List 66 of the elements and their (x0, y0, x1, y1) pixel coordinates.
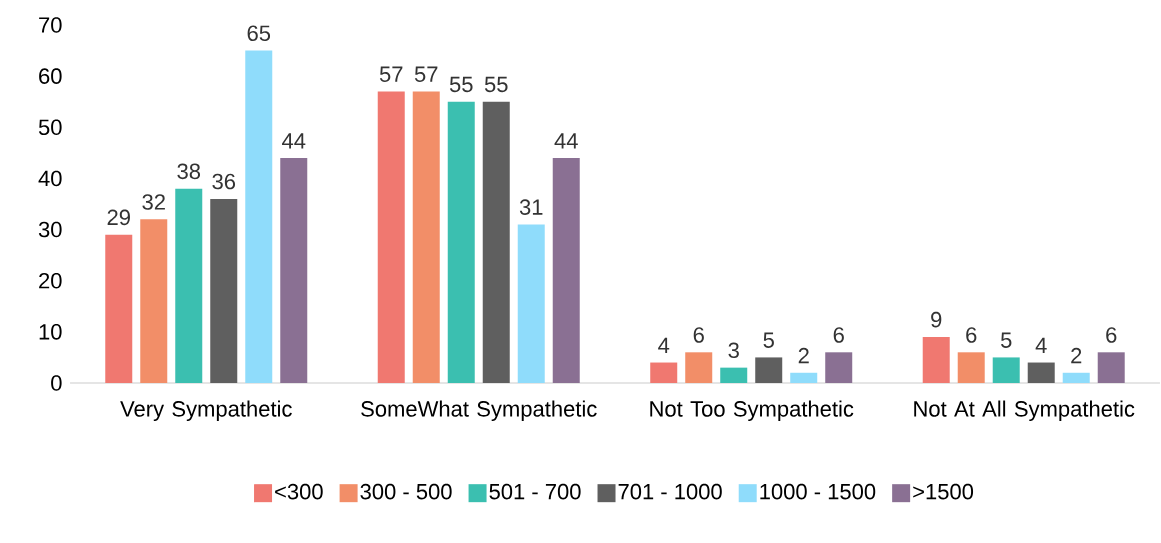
data-label: 9 (931, 311, 942, 328)
data-label: 36 (212, 173, 236, 190)
x-tick-label: Not Too Sympathetic (650, 400, 854, 422)
bar (790, 372, 818, 383)
bar (1027, 362, 1055, 383)
data-label: 2 (1071, 347, 1082, 364)
bar (755, 357, 783, 383)
bar (922, 336, 950, 383)
data-label: 55 (449, 76, 473, 93)
y-tick-label: 40 (38, 170, 62, 187)
bar (1097, 352, 1125, 383)
data-label: 3 (728, 342, 739, 359)
data-label: 57 (414, 66, 438, 82)
bar (447, 101, 475, 383)
y-tick-label: 50 (38, 119, 62, 136)
bar (377, 91, 405, 383)
legend-label: 501 - 700 (489, 483, 581, 500)
bar (280, 157, 308, 383)
data-label: 5 (1000, 332, 1012, 348)
legend-label: 300 - 500 (360, 483, 452, 500)
data-label: 38 (177, 163, 201, 180)
bar (685, 352, 713, 383)
bar (210, 198, 238, 383)
x-tick-label: Not At All Sympathetic (914, 400, 1135, 422)
bar (720, 367, 748, 383)
data-label: 6 (833, 327, 844, 343)
legend-label: 1000 - 1500 (760, 483, 876, 500)
data-label: 44 (282, 133, 306, 149)
x-tick-label: Very Sympathetic (120, 400, 292, 422)
legend-label: >1500 (913, 483, 974, 500)
data-label: 6 (1106, 327, 1117, 343)
y-tick-label: 60 (39, 68, 62, 84)
bar (1062, 372, 1090, 383)
bar (482, 101, 510, 383)
bar (175, 188, 203, 383)
data-label: 57 (379, 66, 403, 82)
data-label: 5 (763, 332, 774, 348)
bar (650, 362, 678, 383)
data-label: 32 (142, 194, 165, 210)
data-label: 6 (693, 327, 704, 343)
data-label: 4 (1035, 337, 1047, 353)
legend-label: <300 (275, 483, 323, 500)
data-label: 31 (519, 199, 543, 215)
bar (105, 234, 133, 383)
data-label: 44 (554, 133, 578, 149)
bar (552, 157, 580, 383)
y-tick-label: 30 (38, 221, 62, 238)
bar (140, 219, 168, 383)
bar (992, 357, 1020, 383)
y-tick-label: 10 (39, 324, 62, 340)
legend-label: 701 - 1000 (618, 483, 722, 500)
bar (245, 50, 273, 383)
bar (957, 352, 985, 383)
y-tick-label: 0 (51, 375, 62, 391)
data-label: 29 (107, 209, 130, 226)
y-tick-label: 70 (39, 17, 62, 33)
bar (517, 224, 545, 383)
data-label: 65 (247, 25, 271, 42)
y-tick-label: 20 (39, 272, 62, 289)
bar (825, 352, 853, 383)
data-label: 2 (798, 347, 809, 364)
data-label: 4 (658, 337, 670, 353)
bar (412, 91, 440, 383)
x-tick-label: SomeWhat Sympathetic (361, 400, 597, 422)
data-label: 55 (484, 76, 508, 93)
data-label: 6 (966, 327, 977, 343)
